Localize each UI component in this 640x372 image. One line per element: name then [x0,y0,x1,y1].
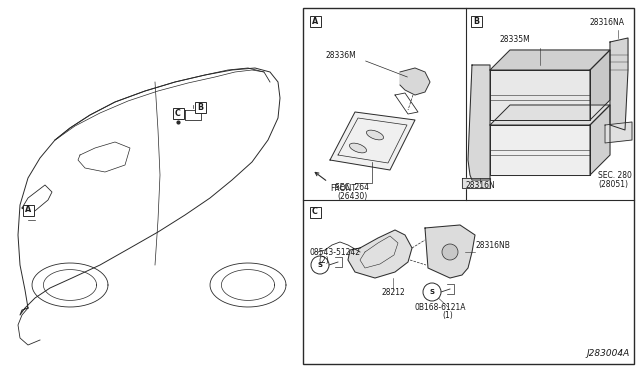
Text: C: C [312,208,318,217]
Text: (1): (1) [443,311,453,320]
Text: S: S [317,262,323,268]
Text: B: B [197,103,203,112]
Text: B: B [473,16,479,26]
Ellipse shape [367,130,383,140]
Text: (26430): (26430) [337,192,367,201]
Polygon shape [425,225,475,278]
Bar [303,8,634,364]
Polygon shape [400,68,430,95]
Polygon shape [462,178,490,188]
Polygon shape [490,105,610,125]
Text: 08543-51242: 08543-51242 [310,248,361,257]
Text: SEC. 264: SEC. 264 [335,183,369,192]
Bar [173,108,184,119]
Polygon shape [330,112,415,170]
Polygon shape [468,65,490,180]
Text: S: S [429,289,435,295]
Text: 28336M: 28336M [325,51,356,60]
Circle shape [311,256,329,274]
Text: 28316NB: 28316NB [475,241,510,250]
Bar [310,16,321,26]
Text: A: A [312,16,318,26]
Text: 28316NA: 28316NA [590,18,625,27]
Bar [470,16,481,26]
Polygon shape [590,105,610,175]
Text: A: A [25,205,31,215]
Text: 28212: 28212 [381,288,405,297]
Text: 28316N: 28316N [465,181,495,190]
Text: C: C [175,109,181,118]
Circle shape [442,244,458,260]
Text: J283004A: J283004A [587,349,630,358]
Polygon shape [490,50,610,70]
Bar [195,102,205,112]
Text: 0B168-6121A: 0B168-6121A [414,303,466,312]
Polygon shape [348,230,412,278]
Circle shape [423,283,441,301]
Ellipse shape [349,143,367,153]
Text: (28051): (28051) [598,180,628,189]
Text: 28335M: 28335M [500,35,531,44]
Bar [22,205,33,215]
Bar [310,206,321,218]
Polygon shape [605,122,632,143]
Polygon shape [490,125,590,175]
Text: FRONT: FRONT [330,184,356,193]
Text: (2): (2) [318,256,329,265]
Text: SEC. 280: SEC. 280 [598,171,632,180]
Polygon shape [610,38,628,130]
Polygon shape [590,50,610,120]
Polygon shape [490,70,590,120]
